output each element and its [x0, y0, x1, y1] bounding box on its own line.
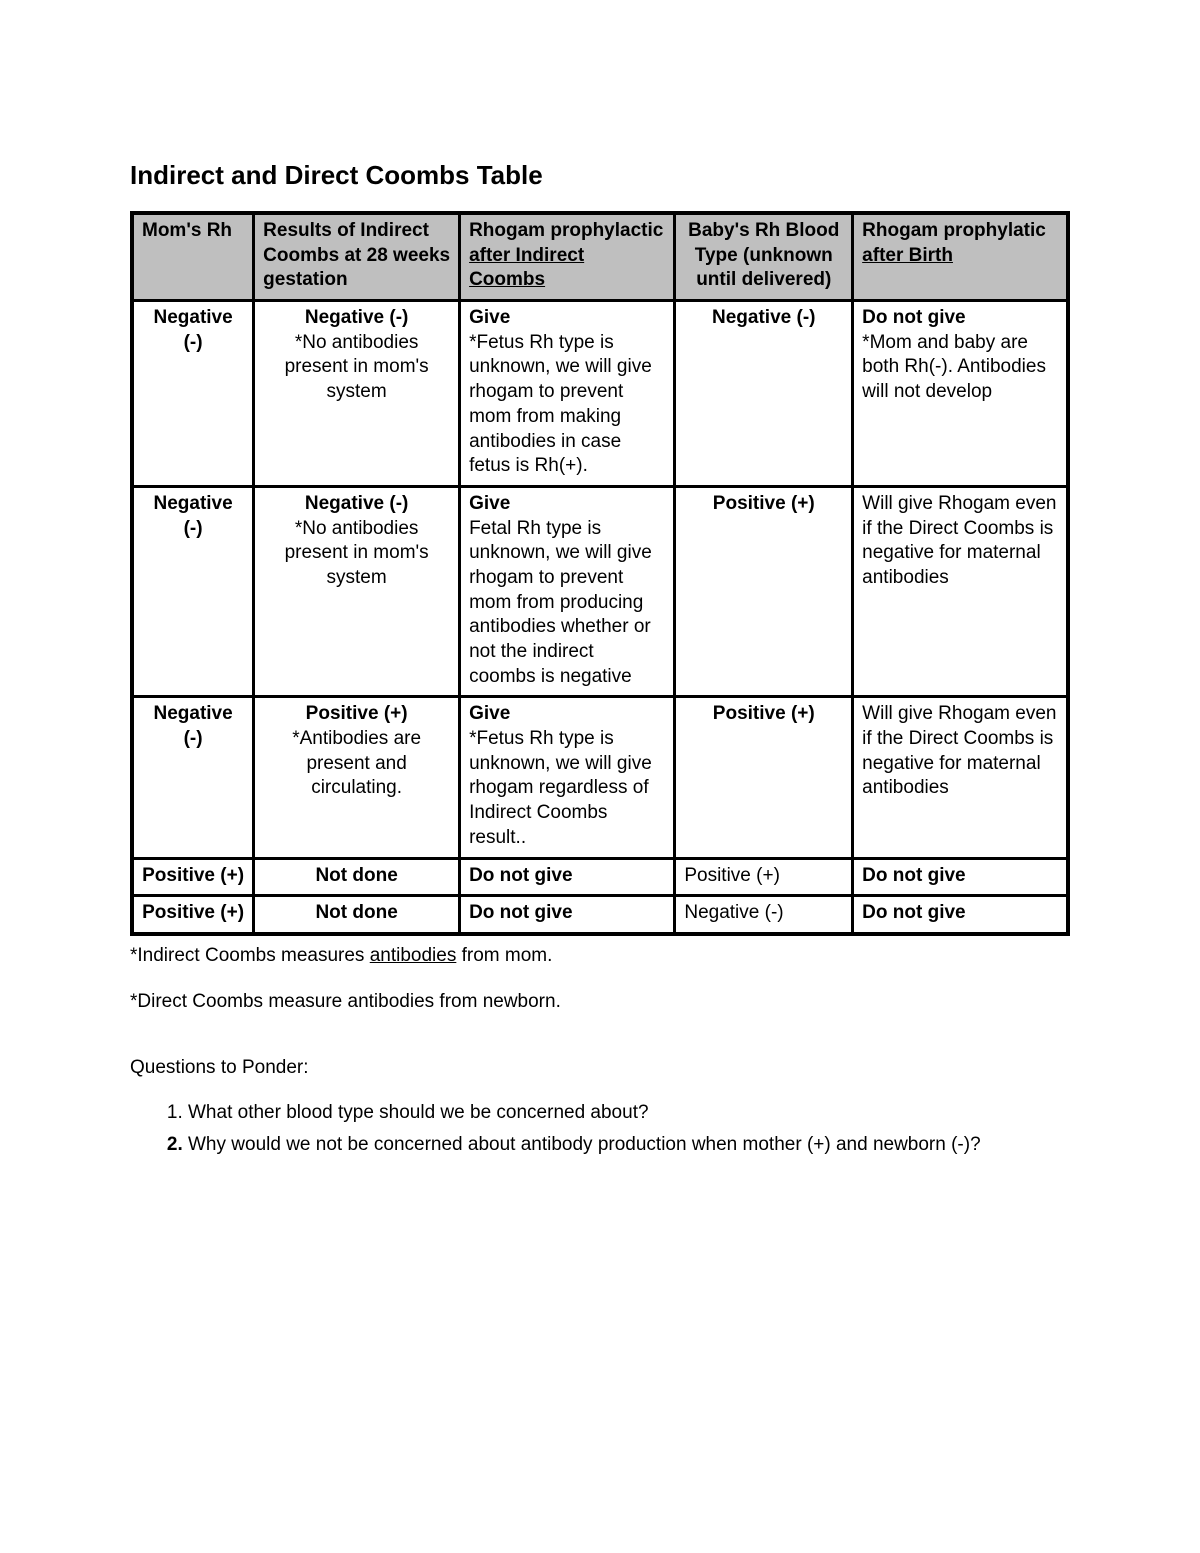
cell-rhogam-after-birth: Do not give: [853, 858, 1068, 896]
footnote-indirect: *Indirect Coombs measures antibodies fro…: [130, 942, 1070, 971]
cell-indirect-coombs: Not done: [254, 858, 460, 896]
cell-note: Fetal Rh type is unknown, we will give r…: [469, 518, 652, 687]
footnotes: *Indirect Coombs measures antibodies fro…: [130, 942, 1070, 1017]
cell-mom-rh: Positive (+): [132, 858, 254, 896]
cell-note: *No antibodies present in mom's system: [285, 332, 429, 402]
cell-bold: Give: [469, 307, 510, 328]
cell-baby-rh: Negative (-): [675, 896, 853, 934]
col-header-underline: after Indirect Coombs: [469, 245, 584, 291]
coombs-table: Mom's Rh Results of Indirect Coombs at 2…: [130, 211, 1070, 936]
cell-rhogam-after-birth: Will give Rhogam even if the Direct Coom…: [853, 486, 1068, 697]
cell-baby-rh: Positive (+): [675, 858, 853, 896]
col-header-underline: after Birth: [862, 245, 953, 266]
table-row: Positive (+) Not done Do not give Positi…: [132, 858, 1068, 896]
cell-bold: Give: [469, 703, 510, 724]
cell-rhogam-after-indirect: Do not give: [460, 896, 675, 934]
cell-bold: Negative (-): [305, 307, 408, 328]
table-row: Negative (-) Positive (+) *Antibodies ar…: [132, 697, 1068, 858]
cell-rhogam-after-birth: Do not give *Mom and baby are both Rh(-)…: [853, 301, 1068, 487]
cell-indirect-coombs: Positive (+) *Antibodies are present and…: [254, 697, 460, 858]
cell-indirect-coombs: Negative (-) *No antibodies present in m…: [254, 301, 460, 487]
cell-bold: Give: [469, 493, 510, 514]
cell-rhogam-after-indirect: Give *Fetus Rh type is unknown, we will …: [460, 697, 675, 858]
cell-indirect-coombs: Negative (-) *No antibodies present in m…: [254, 486, 460, 697]
ponder-question-1: What other blood type should we be conce…: [188, 1099, 1070, 1128]
cell-bold: Negative (-): [305, 493, 408, 514]
document-page: Indirect and Direct Coombs Table Mom's R…: [0, 0, 1200, 1553]
cell-indirect-coombs: Not done: [254, 896, 460, 934]
table-row: Negative (-) Negative (-) *No antibodies…: [132, 486, 1068, 697]
footnote-underline: antibodies: [370, 945, 457, 966]
col-header-rhogam-after-indirect: Rhogam prophylactic after Indirect Coomb…: [460, 213, 675, 301]
ponder-list: What other blood type should we be conce…: [130, 1099, 1070, 1160]
cell-mom-rh: Negative (-): [132, 301, 254, 487]
col-header-rhogam-after-birth: Rhogam prophylatic after Birth: [853, 213, 1068, 301]
cell-bold: Do not give: [862, 307, 965, 328]
cell-bold: Positive (+): [713, 493, 815, 514]
footnote-text: *Indirect Coombs measures: [130, 945, 370, 966]
cell-bold: Positive (+): [713, 703, 815, 724]
cell-note: *Mom and baby are both Rh(-). Antibodies…: [862, 332, 1046, 402]
col-header-mom-rh: Mom's Rh: [132, 213, 254, 301]
page-title: Indirect and Direct Coombs Table: [130, 160, 1070, 191]
cell-rhogam-after-birth: Do not give: [853, 896, 1068, 934]
table-header-row: Mom's Rh Results of Indirect Coombs at 2…: [132, 213, 1068, 301]
cell-rhogam-after-birth: Will give Rhogam even if the Direct Coom…: [853, 697, 1068, 858]
table-row: Negative (-) Negative (-) *No antibodies…: [132, 301, 1068, 487]
footnote-direct: *Direct Coombs measure antibodies from n…: [130, 988, 1070, 1017]
cell-mom-rh: Negative (-): [132, 486, 254, 697]
cell-baby-rh: Negative (-): [675, 301, 853, 487]
cell-bold: Negative (-): [712, 307, 815, 328]
col-header-indirect-coombs: Results of Indirect Coombs at 28 weeks g…: [254, 213, 460, 301]
ponder-question-2: Why would we not be concerned about anti…: [188, 1131, 1070, 1160]
footnote-text: from mom.: [456, 945, 552, 966]
cell-note: Will give Rhogam even if the Direct Coom…: [862, 703, 1056, 798]
cell-note: *Fetus Rh type is unknown, we will give …: [469, 728, 652, 848]
col-header-text: Rhogam prophylactic: [469, 220, 663, 241]
col-header-text: Rhogam prophylatic: [862, 220, 1046, 241]
cell-baby-rh: Positive (+): [675, 697, 853, 858]
cell-note: *No antibodies present in mom's system: [285, 518, 429, 588]
col-header-baby-rh: Baby's Rh Blood Type (unknown until deli…: [675, 213, 853, 301]
cell-note: *Fetus Rh type is unknown, we will give …: [469, 332, 652, 476]
table-row: Positive (+) Not done Do not give Negati…: [132, 896, 1068, 934]
cell-rhogam-after-indirect: Give Fetal Rh type is unknown, we will g…: [460, 486, 675, 697]
ponder-heading: Questions to Ponder:: [130, 1057, 1070, 1079]
cell-rhogam-after-indirect: Do not give: [460, 858, 675, 896]
cell-mom-rh: Negative (-): [132, 697, 254, 858]
cell-rhogam-after-indirect: Give *Fetus Rh type is unknown, we will …: [460, 301, 675, 487]
cell-mom-rh: Positive (+): [132, 896, 254, 934]
cell-note: Will give Rhogam even if the Direct Coom…: [862, 493, 1056, 588]
cell-note: *Antibodies are present and circulating.: [292, 728, 421, 798]
cell-bold: Positive (+): [306, 703, 408, 724]
cell-baby-rh: Positive (+): [675, 486, 853, 697]
